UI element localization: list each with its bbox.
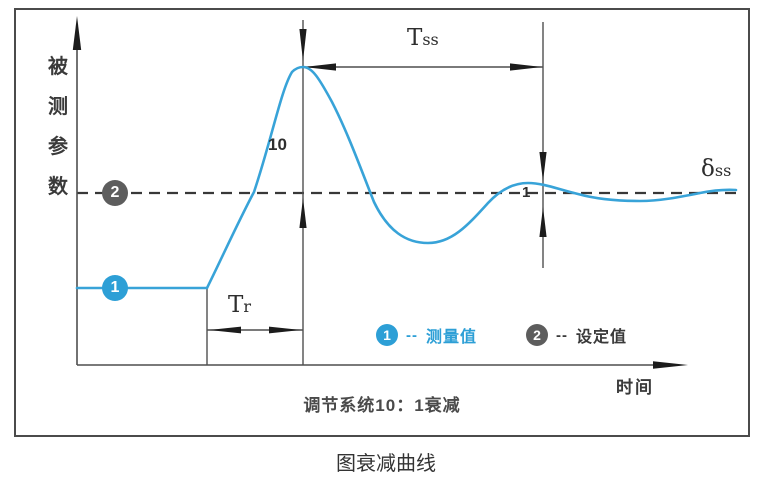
tss-sub: ss xyxy=(422,30,439,49)
tss-label: Tss xyxy=(407,25,439,51)
legend-measured-badge: 1 xyxy=(376,324,398,346)
measured-marker-badge: 1 xyxy=(102,275,128,301)
overshoot-bottom-arrow xyxy=(299,198,307,228)
residual-bottom-arrow xyxy=(539,207,547,237)
x-axis-arrowhead xyxy=(653,361,688,369)
tr-right-arrow xyxy=(269,326,301,334)
y-axis-char: 测 xyxy=(48,96,68,118)
y-axis-label: 被 测 参 数 xyxy=(46,50,70,199)
tss-right-arrow xyxy=(510,63,542,71)
overshoot-value: 10 xyxy=(268,135,287,154)
legend-measured-dash: -- xyxy=(406,326,418,344)
legend-setpoint-dash: -- xyxy=(556,326,568,344)
residual-top-arrow xyxy=(539,152,547,181)
dss-main: δ xyxy=(701,156,715,182)
y-axis-char: 数 xyxy=(48,176,68,198)
legend-setpoint-label: 设定值 xyxy=(576,329,628,346)
residual-value: 1 xyxy=(522,184,531,201)
y-axis-char: 被 xyxy=(48,56,68,78)
y-axis-char: 参 xyxy=(48,136,68,158)
tss-main: T xyxy=(407,25,423,51)
setpoint-marker-badge: 2 xyxy=(102,180,128,206)
delta-ss-label: δss xyxy=(701,156,731,182)
dss-sub: ss xyxy=(714,161,732,180)
tr-main: T xyxy=(228,292,244,318)
tr-sub: r xyxy=(243,297,251,316)
legend-measured-label: 测量值 xyxy=(426,329,478,346)
y-axis-arrowhead xyxy=(72,16,82,50)
legend-item-measured: 1 -- 测量值 xyxy=(376,324,477,346)
legend-item-setpoint: 2 -- 设定值 xyxy=(526,324,627,346)
response-curve xyxy=(75,65,738,290)
tss-left-arrow xyxy=(304,63,336,71)
tr-left-arrow xyxy=(209,326,241,334)
inner-caption: 调节系统10：1衰减 xyxy=(303,396,461,415)
overshoot-top-arrow xyxy=(299,29,307,61)
x-axis-label: 时间 xyxy=(616,378,654,397)
figure-caption: 图衰减曲线 xyxy=(336,453,436,475)
tr-label: Tr xyxy=(228,292,251,318)
legend-setpoint-badge: 2 xyxy=(526,324,548,346)
